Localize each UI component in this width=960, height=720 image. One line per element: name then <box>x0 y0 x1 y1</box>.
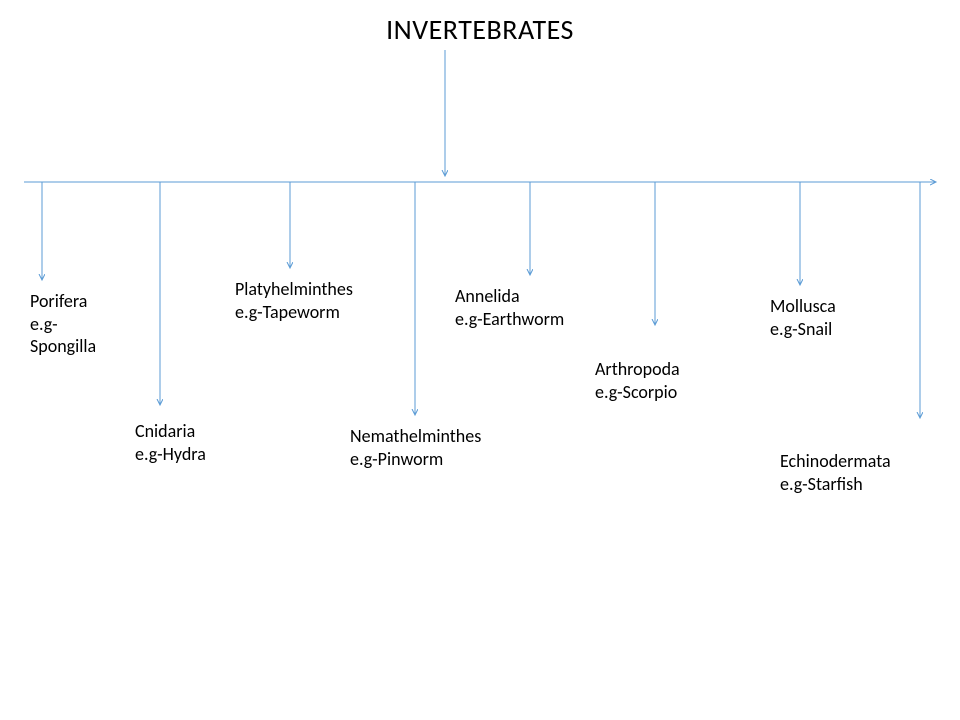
phylum-example: e.g-Scorpio <box>595 381 680 404</box>
phylum-node: Cnidariae.g-Hydra <box>135 420 206 465</box>
phylum-node: Molluscae.g-Snail <box>770 295 836 340</box>
phylum-name: Porifera <box>30 290 96 313</box>
phylum-name: Arthropoda <box>595 358 680 381</box>
arrow-layer <box>0 0 960 720</box>
phylum-example: e.g-Tapeworm <box>235 301 353 324</box>
phylum-node: Annelidae.g-Earthworm <box>455 285 564 330</box>
phylum-node: Echinodermatae.g-Starfish <box>780 450 891 495</box>
phylum-node: Nemathelminthese.g-Pinworm <box>350 425 481 470</box>
phylum-example: e.g- Spongilla <box>30 313 96 358</box>
phylum-name: Mollusca <box>770 295 836 318</box>
phylum-example: e.g-Snail <box>770 318 836 341</box>
phylum-name: Echinodermata <box>780 450 891 473</box>
phylum-name: Platyhelminthes <box>235 278 353 301</box>
phylum-example: e.g-Pinworm <box>350 448 481 471</box>
phylum-name: Nemathelminthes <box>350 425 481 448</box>
phylum-node: Arthropodae.g-Scorpio <box>595 358 680 403</box>
phylum-node: Poriferae.g- Spongilla <box>30 290 96 358</box>
phylum-example: e.g-Hydra <box>135 443 206 466</box>
diagram-stage: INVERTEBRATES Poriferae.g- SpongillaCnid… <box>0 0 960 720</box>
phylum-name: Annelida <box>455 285 564 308</box>
phylum-node: Platyhelminthese.g-Tapeworm <box>235 278 353 323</box>
phylum-name: Cnidaria <box>135 420 206 443</box>
phylum-example: e.g-Starfish <box>780 473 891 496</box>
phylum-example: e.g-Earthworm <box>455 308 564 331</box>
